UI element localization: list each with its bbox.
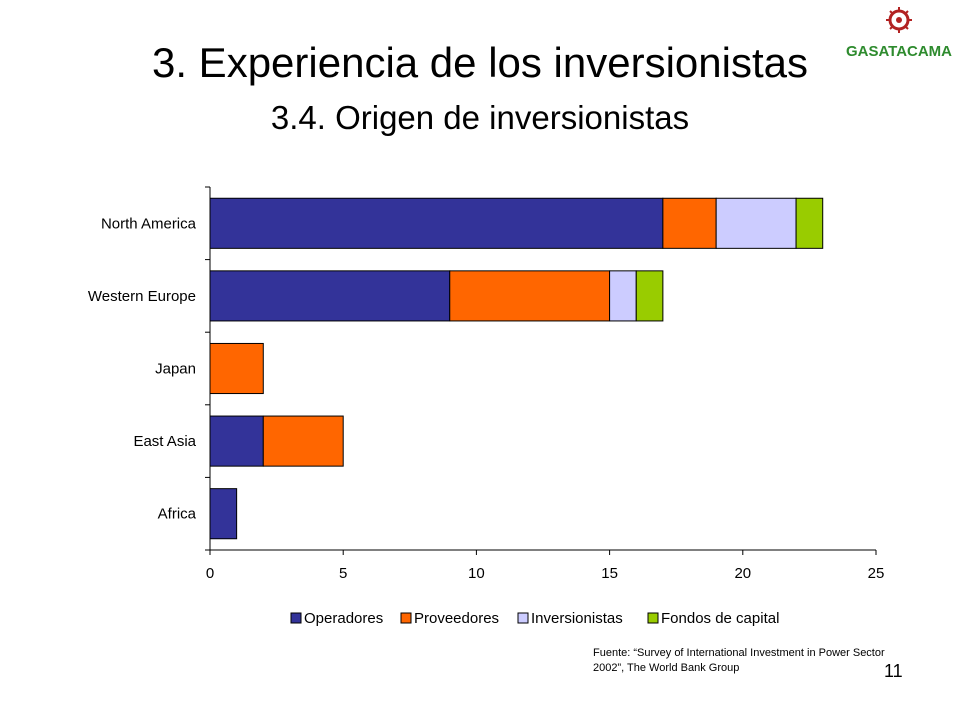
x-tick-label: 5: [339, 565, 347, 582]
slide-title: 3. Experiencia de los inversionistas: [151, 39, 808, 86]
legend-label: Fondos de capital: [661, 610, 779, 627]
bar-segment: [209, 342, 264, 395]
bar-segment: [209, 270, 451, 322]
x-tick-label: 15: [601, 565, 618, 582]
slide-subtitle: 3.4. Origen de inversionistas: [270, 99, 690, 136]
category-label: Japan: [155, 361, 196, 378]
legend-swatch: [290, 612, 302, 624]
bar-segment: [609, 270, 637, 322]
x-tick-label: 25: [868, 565, 885, 582]
bar-segment: [662, 197, 717, 249]
bar-segment: [262, 415, 344, 467]
legend-label: Operadores: [304, 610, 383, 627]
category-label: Western Europe: [88, 288, 196, 305]
legend-swatch: [517, 612, 529, 624]
bar-segment: [795, 197, 824, 249]
company-logo: GASATACAMA: [846, 7, 952, 60]
x-tick-label: 0: [206, 565, 214, 582]
category-label: North America: [101, 215, 197, 232]
legend-label: Proveedores: [414, 610, 499, 627]
legend-swatch: [400, 612, 412, 624]
page-number: 11: [884, 661, 903, 681]
sun-emblem-icon: [886, 7, 912, 33]
legend-swatch: [647, 612, 659, 624]
logo-wordmark: GASATACAMA: [846, 43, 952, 60]
bar-segment: [635, 270, 664, 322]
bar-segment: [209, 415, 264, 467]
bar-segment: [449, 270, 611, 322]
x-tick-label: 20: [734, 565, 751, 582]
bar-segment: [209, 488, 238, 540]
source-note: Fuente: “Survey of International Investm…: [593, 647, 885, 674]
legend-label: Inversionistas: [531, 610, 623, 627]
category-label: Africa: [158, 506, 197, 523]
category-label: East Asia: [133, 433, 196, 450]
bar-segment: [715, 197, 797, 249]
x-tick-label: 10: [468, 565, 485, 582]
bar-segment: [209, 197, 664, 249]
